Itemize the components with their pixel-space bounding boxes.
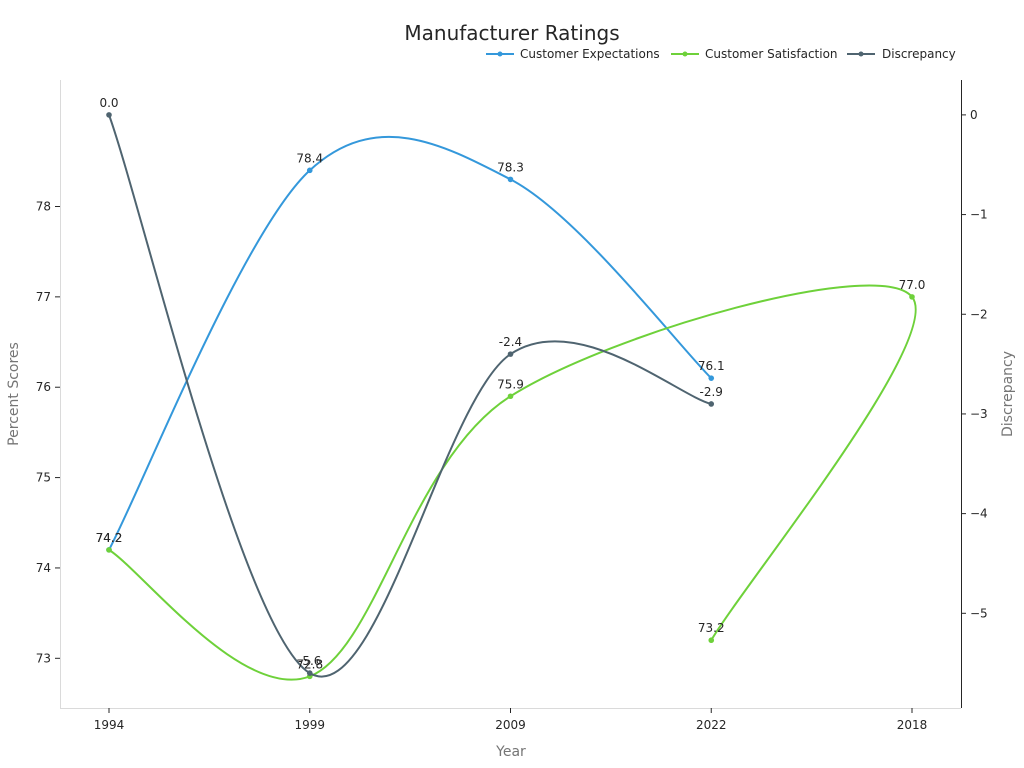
data-point-discrepancy-3 [708, 401, 715, 407]
x-tick-label-2009: 2009 [495, 718, 526, 732]
y2-tick-label-4: −4 [970, 507, 988, 521]
chart-title: Manufacturer Ratings [404, 21, 619, 45]
data-point-customer-satisfaction-0 [106, 547, 112, 553]
y-tick-label-75: 75 [36, 471, 51, 485]
series-line-customer-expectations [108, 135, 712, 551]
y2-tick-label-5: −5 [970, 606, 988, 620]
legend-label-discrepancy: Discrepancy [882, 47, 956, 61]
x-tick-label-2018: 2018 [897, 718, 928, 732]
y2-axis-title: Discrepancy [1000, 351, 1016, 437]
data-point-discrepancy-0 [106, 112, 112, 118]
y-tick-label-76: 76 [36, 380, 51, 394]
y-tick-label-78: 78 [36, 200, 51, 214]
data-point-discrepancy-2 [507, 351, 514, 357]
data-label-discrepancy-3: -2.9 [700, 385, 723, 399]
legend-marker-customer-expectations [497, 51, 503, 57]
x-axis-title: Year [495, 744, 526, 760]
legend-item-discrepancy: Discrepancy [847, 47, 956, 61]
data-label-customer-satisfaction-3: 77.0 [899, 278, 926, 292]
data-point-discrepancy-1 [306, 670, 313, 676]
x-tick-label-1999: 1999 [294, 718, 325, 732]
data-point-customer-expectations-3 [708, 375, 715, 381]
data-label-customer-expectations-1: 78.4 [296, 151, 323, 165]
data-point-customer-expectations-2 [507, 176, 514, 183]
y2-tick-label-2: −2 [970, 307, 988, 321]
data-label-customer-expectations-0: 74.2 [96, 531, 123, 545]
y-ticks: 73 74 75 76 77 78 [36, 200, 60, 665]
legend-marker-customer-satisfaction [682, 51, 688, 57]
legend-label-customer-satisfaction: Customer Satisfaction [705, 47, 838, 61]
y2-tick-label-3: −3 [970, 407, 988, 421]
data-labels: 74.278.478.376.174.272.875.977.073.20.0-… [96, 96, 926, 671]
legend: Customer Expectations Customer Satisfact… [486, 47, 956, 61]
data-point-customer-satisfaction-3 [909, 294, 915, 300]
data-point-customer-satisfaction-4 [708, 637, 715, 644]
data-point-customer-satisfaction-2 [507, 393, 514, 400]
data-label-customer-expectations-2: 78.3 [497, 160, 524, 174]
legend-item-customer-expectations: Customer Expectations [486, 47, 660, 61]
data-point-customer-expectations-1 [306, 167, 313, 174]
data-label-discrepancy-1: -5.6 [298, 654, 321, 668]
x-ticks: 1994 1999 2009 2022 2018 [94, 708, 928, 732]
y-tick-label-77: 77 [36, 290, 51, 304]
legend-item-customer-satisfaction: Customer Satisfaction [671, 47, 838, 61]
data-label-customer-expectations-3: 76.1 [698, 359, 725, 373]
data-label-discrepancy-2: -2.4 [499, 335, 522, 349]
data-label-customer-satisfaction-2: 75.9 [497, 377, 524, 391]
series-layer [106, 112, 917, 681]
series-line-discrepancy [108, 114, 712, 678]
x-tick-label-2022: 2022 [696, 718, 727, 732]
y-axis-title: Percent Scores [6, 342, 22, 446]
y-tick-label-74: 74 [36, 561, 51, 575]
data-label-customer-satisfaction-4: 73.2 [698, 621, 725, 635]
data-label-discrepancy-0: 0.0 [99, 96, 118, 110]
y2-ticks: 0 −1 −2 −3 −4 −5 [961, 108, 988, 620]
data-label-customer-satisfaction-1: 72.8 [296, 657, 323, 671]
y2-tick-label-0: 0 [970, 108, 978, 122]
y2-tick-label-1: −1 [970, 208, 988, 222]
legend-label-customer-expectations: Customer Expectations [520, 47, 660, 61]
x-tick-label-1994: 1994 [94, 718, 125, 732]
y-tick-label-73: 73 [36, 651, 51, 665]
series-line-customer-satisfaction [108, 284, 917, 681]
legend-marker-discrepancy [858, 51, 864, 57]
data-label-customer-satisfaction-0: 74.2 [96, 531, 123, 545]
